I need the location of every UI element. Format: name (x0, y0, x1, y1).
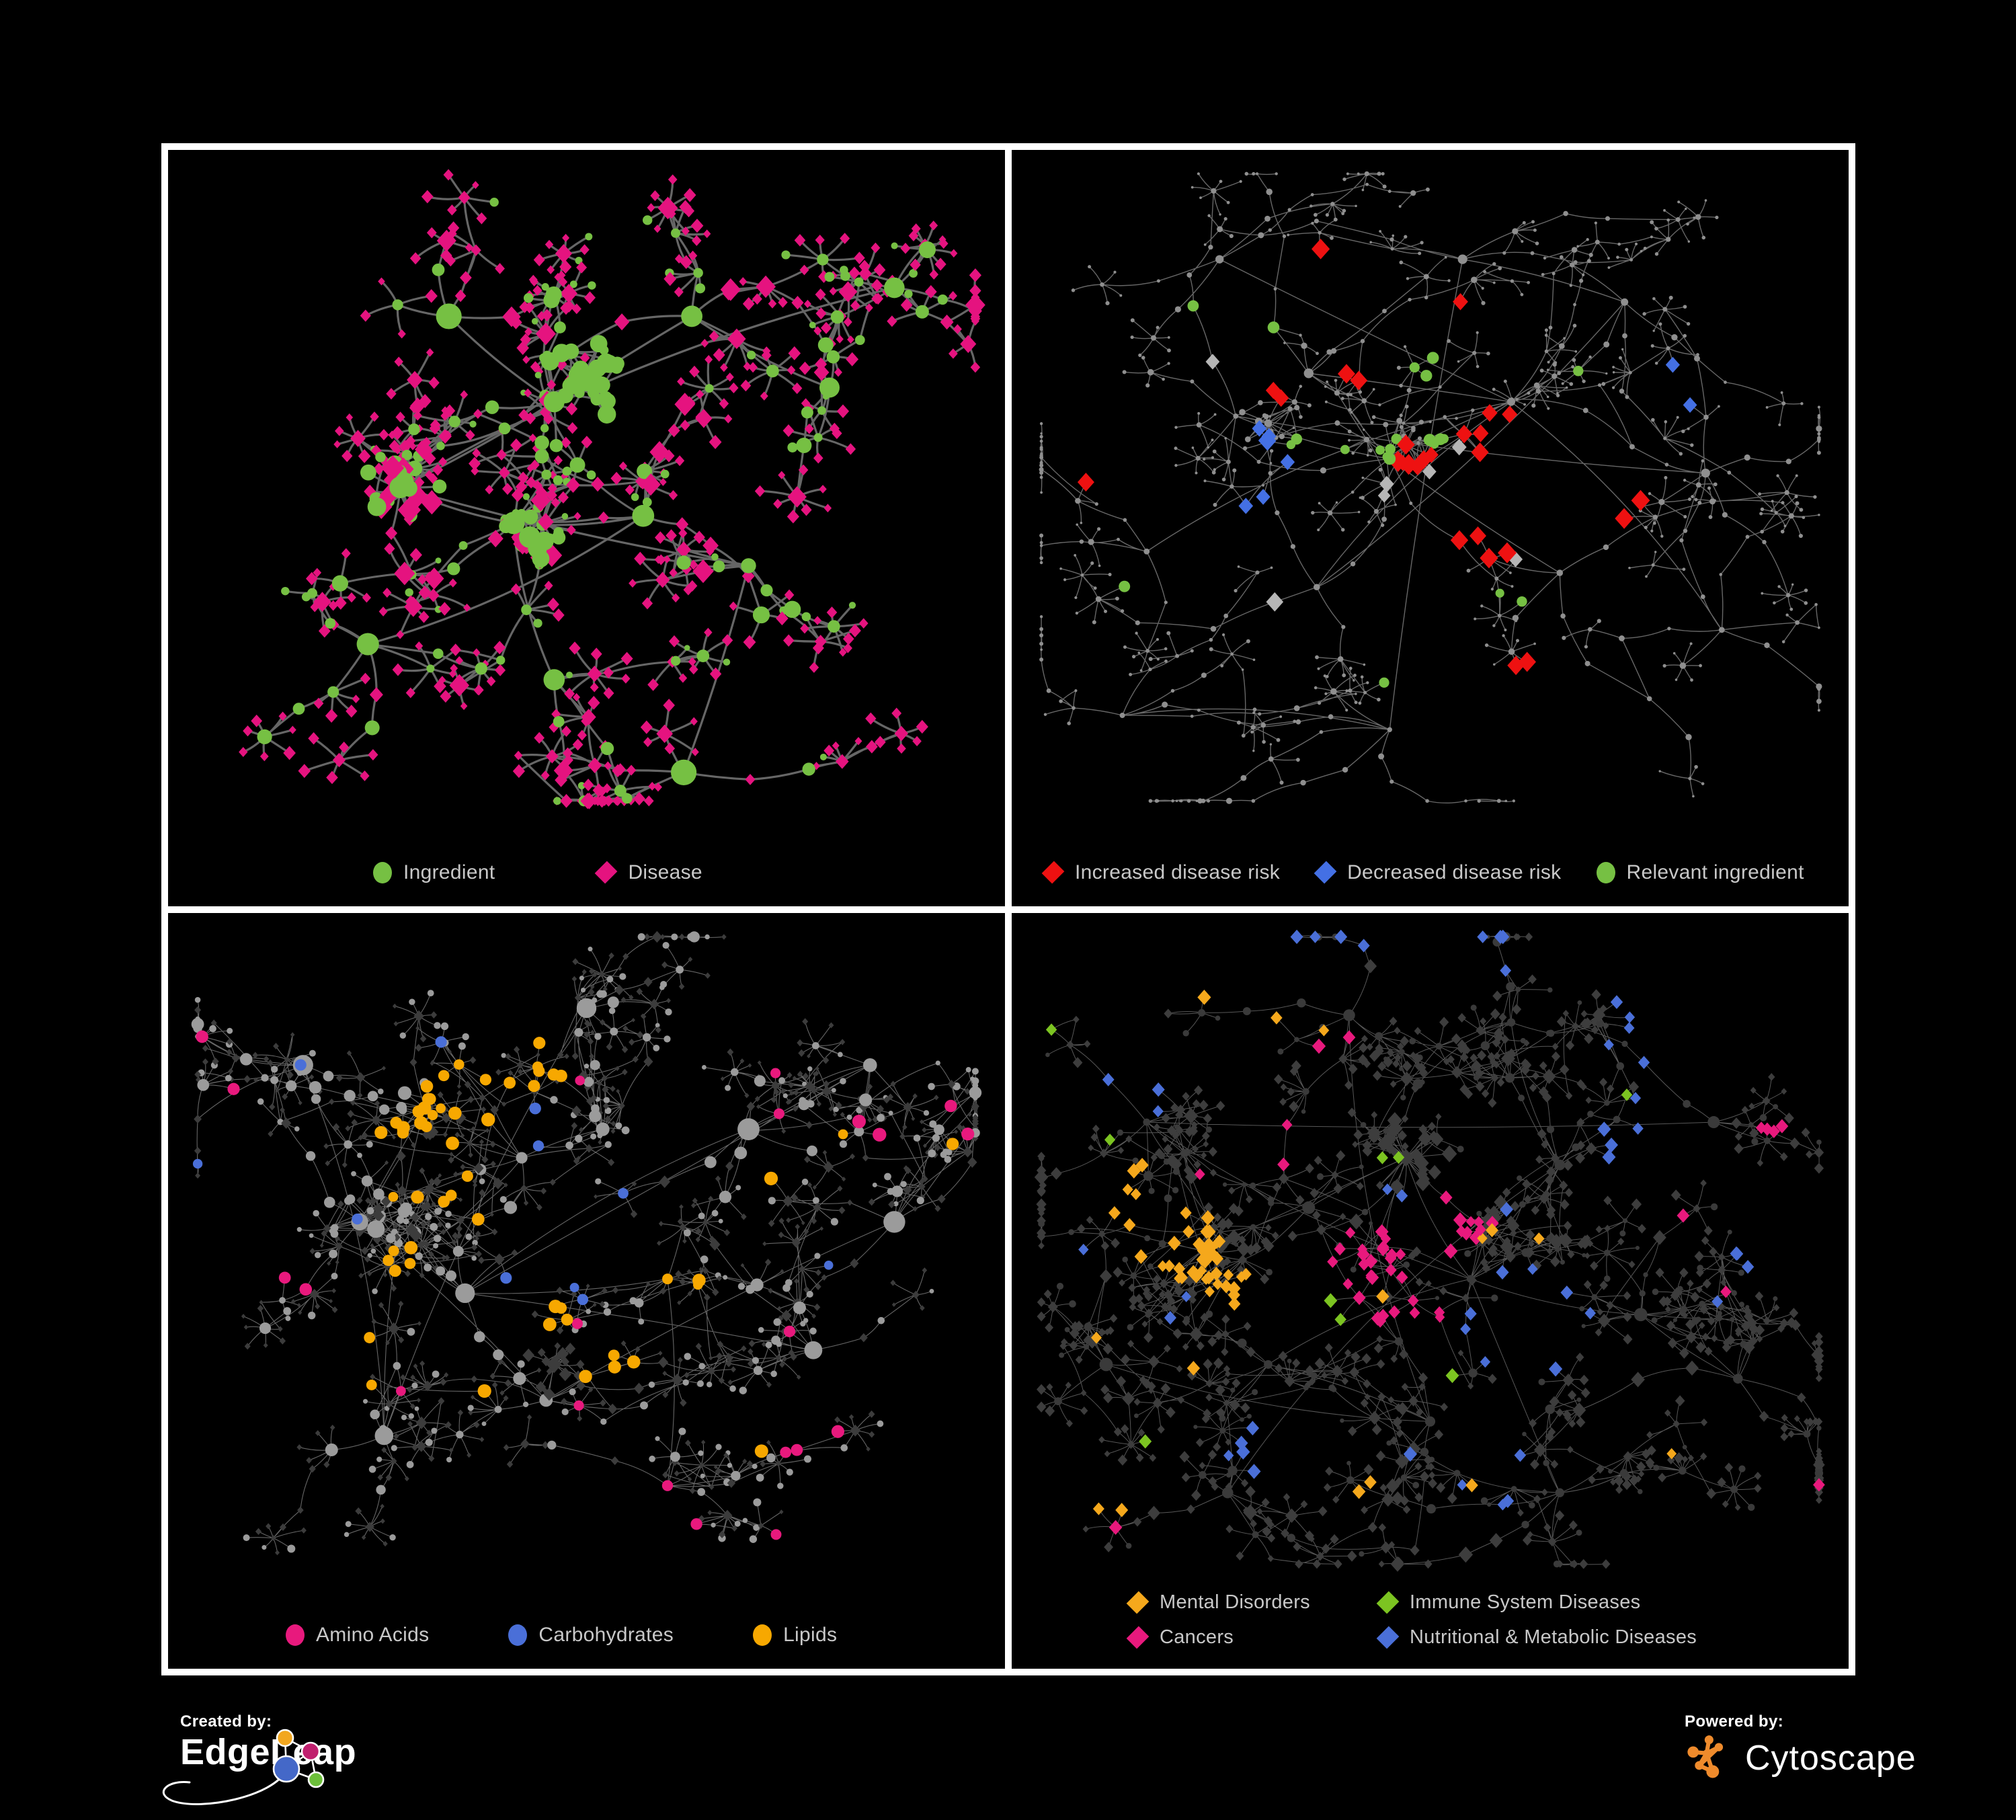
legend-swatch-diamond (1376, 1591, 1400, 1614)
edgeleap-node-orange (276, 1729, 294, 1747)
legend-label: Cancers (1160, 1626, 1234, 1648)
legend-item: Carbohydrates (508, 1624, 674, 1647)
legend-swatch-diamond (1376, 1626, 1400, 1649)
legend-item: Mental Disorders (1126, 1591, 1310, 1614)
edgeleap-wordmark: EdgeLeap (180, 1732, 357, 1772)
legend-swatch-circle (373, 861, 392, 883)
edgeleap-credit: Created by: EdgeLeap (163, 1712, 462, 1813)
legend-disease-risk: Increased disease risk Decreased disease … (1012, 861, 1849, 884)
legend-label: Increased disease risk (1075, 861, 1281, 883)
legend-swatch-circle (753, 1624, 772, 1646)
network-canvas-disease-risk (1012, 150, 1849, 906)
legend-item: Nutritional & Metabolic Diseases (1376, 1626, 1697, 1649)
legend-swatch-diamond (1314, 861, 1337, 884)
legend-item: Disease (595, 861, 702, 884)
network-canvas-nutrient-classes (168, 913, 1005, 1669)
legend-item: Ingredient (373, 861, 495, 884)
legend-item: Cancers (1126, 1626, 1310, 1649)
legend-item: Immune System Diseases (1376, 1591, 1697, 1614)
legend-swatch-circle (1596, 861, 1615, 883)
legend-label: Immune System Diseases (1410, 1591, 1641, 1613)
legend-swatch-diamond (1126, 1626, 1150, 1649)
legend-item: Amino Acids (286, 1624, 429, 1647)
legend-item: Decreased disease risk (1314, 861, 1562, 884)
legend-ingredient-disease: Ingredient Disease (168, 861, 1005, 884)
network-canvas-disease-classes (1012, 913, 1849, 1669)
legend-label: Carbohydrates (538, 1624, 674, 1646)
legend-item: Lipids (753, 1624, 837, 1647)
legend-label: Amino Acids (316, 1624, 430, 1646)
panel-grid: Ingredient Disease Increased disease risk… (161, 143, 1855, 1675)
legend-swatch-circle (286, 1624, 305, 1646)
network-canvas-ingredient-disease (168, 150, 1005, 906)
panel-ingredient-disease: Ingredient Disease (168, 150, 1005, 906)
edgeleap-node-green (307, 1771, 325, 1788)
cytoscape-logo-icon (1687, 1735, 1724, 1778)
edgeleap-swoosh (163, 1769, 288, 1805)
legend-swatch-circle (508, 1624, 528, 1646)
legend-label: Nutritional & Metabolic Diseases (1410, 1626, 1697, 1648)
legend-nutrient-classes: Amino Acids Carbohydrates Lipids (168, 1624, 1005, 1647)
edgeleap-node-blue (272, 1755, 300, 1783)
panel-disease-classes: Mental Disorders Immune System Diseases Ca… (1012, 912, 1849, 1669)
panel-disease-risk: Increased disease risk Decreased disease … (1012, 150, 1849, 906)
cytoscape-logo-nodes (1687, 1735, 1724, 1778)
powered-by-label: Powered by: (1685, 1712, 1784, 1731)
legend-label: Relevant ingredient (1626, 861, 1804, 883)
cytoscape-wordmark: Cytoscape (1745, 1739, 1917, 1778)
legend-swatch-diamond (595, 861, 618, 884)
legend-label: Decreased disease risk (1347, 861, 1562, 883)
legend-swatch-diamond (1126, 1591, 1150, 1614)
legend-label: Ingredient (403, 861, 495, 883)
legend-label: Lipids (783, 1624, 838, 1646)
legend-label: Disease (628, 861, 702, 883)
panel-nutrient-classes: Amino Acids Carbohydrates Lipids (168, 912, 1005, 1669)
legend-item: Relevant ingredient (1596, 861, 1804, 884)
created-by-label: Created by: (180, 1712, 272, 1731)
edgeleap-logo-icon (272, 1729, 325, 1788)
legend-disease-classes: Mental Disorders Immune System Diseases Ca… (1012, 1591, 1849, 1649)
edgeleap-node-magenta (300, 1741, 321, 1762)
cytoscape-credit: Powered by: (1685, 1712, 1917, 1785)
legend-item: Increased disease risk (1041, 861, 1281, 884)
legend-swatch-diamond (1041, 861, 1065, 884)
legend-label: Mental Disorders (1160, 1591, 1310, 1613)
